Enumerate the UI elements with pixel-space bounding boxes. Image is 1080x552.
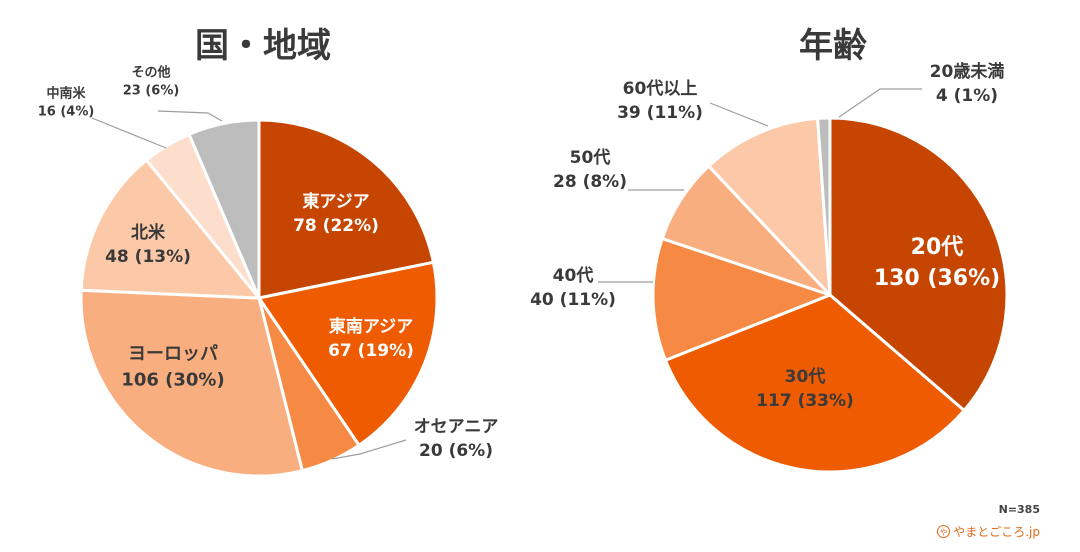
slice-name: 40代	[552, 265, 594, 286]
slice-value: 67 (19%)	[328, 341, 414, 361]
slice-name: 東南アジア	[328, 316, 414, 337]
slice-name: 中南米	[46, 86, 86, 102]
slice-label-1-4: 60代以上 39 (11%)	[617, 77, 703, 125]
slice-value: 78 (22%)	[293, 216, 379, 236]
slice-label-0-1: 東南アジア 67 (19%)	[328, 315, 414, 363]
slice-label-1-3: 50代 28 (8%)	[553, 146, 627, 194]
slice-name: 30代	[784, 366, 826, 387]
slice-name: 東アジア	[302, 191, 370, 212]
slice-value: 106 (30%)	[121, 369, 225, 390]
slice-name: 20歳未満	[929, 61, 1005, 82]
leader-line-0-2	[331, 439, 407, 460]
pie-slice-0-1	[257, 260, 439, 447]
pie-slice-0-3	[79, 288, 304, 478]
brand-icon: や	[937, 525, 951, 538]
slice-label-0-0: 東アジア 78 (22%)	[293, 190, 379, 238]
pie-slice-1-0	[828, 116, 1009, 412]
slice-label-1-2: 40代 40 (11%)	[530, 264, 616, 312]
slice-label-0-4: 北米 48 (13%)	[105, 221, 191, 269]
slice-label-1-1: 30代 117 (33%)	[756, 365, 854, 413]
slice-value: 130 (36%)	[873, 266, 1001, 291]
pie-slice-1-5	[816, 116, 832, 297]
slice-label-1-5: 20歳未満 4 (1%)	[930, 60, 1005, 108]
pie-slice-1-2	[651, 237, 832, 362]
chart-title-age: 年齢	[799, 26, 867, 66]
slice-label-0-6: その他 23 (6%)	[123, 65, 180, 102]
pie-slice-1-4	[707, 116, 832, 297]
slice-name: 60代以上	[622, 78, 698, 99]
chart-title-region: 国・地域	[195, 26, 331, 66]
slice-label-1-0: 20代 130 (36%)	[874, 232, 1000, 294]
slice-label-0-2: オセアニア 20 (6%)	[414, 415, 499, 463]
leader-line-1-5	[838, 88, 922, 118]
slice-value: 28 (8%)	[553, 172, 627, 192]
sample-size-note: N=385	[998, 503, 1040, 516]
slice-value: 16 (4%)	[37, 105, 95, 120]
pie-slice-0-6	[187, 118, 261, 300]
pie-slice-0-4	[79, 158, 261, 300]
brand-logo: や やまとごころ.jp	[937, 523, 1040, 540]
brand-name: やまとごころ.jp	[953, 525, 1040, 539]
slice-label-0-5: 中南米 16 (4%)	[38, 86, 95, 123]
slice-name: 20代	[910, 234, 964, 260]
slice-name: 北米	[131, 222, 165, 243]
slice-name: オセアニア	[413, 416, 499, 437]
slice-value: 40 (11%)	[530, 290, 616, 310]
slice-value: 4 (1%)	[935, 86, 999, 106]
slice-value: 20 (6%)	[419, 441, 493, 461]
leader-line-0-6	[157, 110, 223, 122]
slice-value: 39 (11%)	[617, 103, 703, 123]
slice-value: 48 (13%)	[105, 247, 191, 267]
leader-line-0-5	[91, 117, 167, 149]
slice-name: 50代	[569, 147, 611, 168]
slice-value: 117 (33%)	[756, 391, 854, 411]
pie-slice-0-0	[257, 118, 435, 300]
leader-line-1-4	[709, 102, 769, 127]
slice-value: 23 (6%)	[122, 84, 180, 99]
slice-label-0-3: ヨーロッパ 106 (30%)	[121, 341, 224, 392]
slice-name: ヨーロッパ	[127, 343, 218, 365]
pie-slice-1-1	[663, 293, 966, 474]
slice-name: その他	[131, 65, 171, 81]
